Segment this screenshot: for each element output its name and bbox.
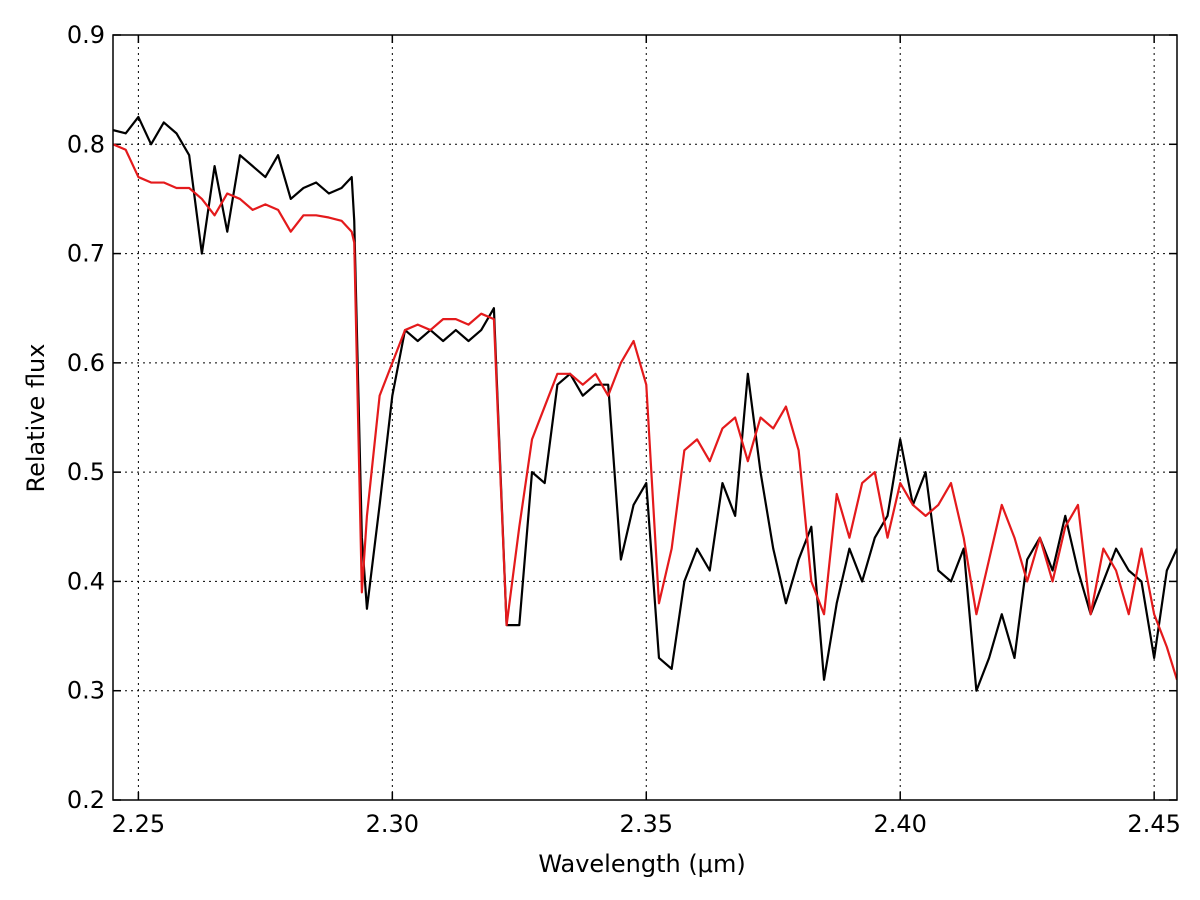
x-tick-label: 2.45: [1127, 810, 1180, 838]
x-tick-label: 2.40: [873, 810, 926, 838]
data-line: [113, 115, 1177, 692]
x-axis-label: Wavelength (μm): [538, 850, 745, 878]
y-tick-label: 0.9: [67, 21, 105, 49]
y-tick-label: 0.7: [67, 240, 105, 268]
y-tick-label: 0.6: [67, 349, 105, 377]
data-line: [113, 143, 1177, 681]
x-tick-label: 2.30: [366, 810, 419, 838]
x-tick-label: 2.25: [112, 810, 165, 838]
y-tick-label: 0.8: [67, 130, 105, 158]
y-tick-label: 0.3: [67, 677, 105, 705]
y-tick-label: 0.2: [67, 786, 105, 814]
y-axis-label: Relative flux: [22, 344, 50, 493]
plot-frame: [112, 34, 1178, 801]
x-tick-label: 2.35: [620, 810, 673, 838]
y-tick-label: 0.5: [67, 458, 105, 486]
y-tick-label: 0.4: [67, 567, 105, 595]
